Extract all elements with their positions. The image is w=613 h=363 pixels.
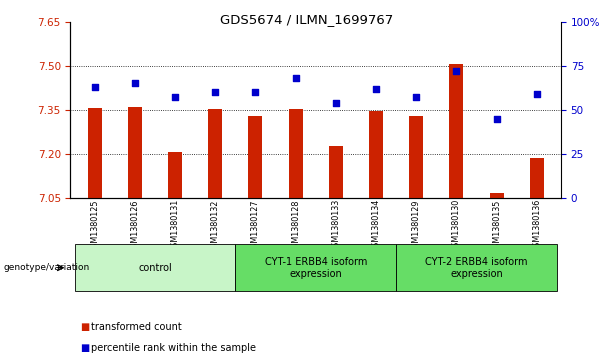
Point	[492, 116, 501, 122]
Bar	[75, 244, 235, 291]
Text: GSM1380129: GSM1380129	[412, 199, 421, 253]
Text: genotype/variation: genotype/variation	[3, 263, 89, 272]
Text: GSM1380127: GSM1380127	[251, 199, 260, 253]
Text: GSM1380125: GSM1380125	[90, 199, 99, 253]
Text: GDS5674 / ILMN_1699767: GDS5674 / ILMN_1699767	[220, 13, 393, 26]
Point	[331, 100, 341, 106]
Bar	[369, 111, 383, 198]
Bar	[235, 244, 396, 291]
Text: control: control	[138, 263, 172, 273]
Point	[130, 81, 140, 86]
Point	[532, 91, 542, 97]
Point	[452, 68, 462, 74]
Text: GSM1380128: GSM1380128	[291, 199, 300, 253]
Bar	[248, 116, 262, 198]
Text: ■: ■	[80, 343, 89, 354]
Bar	[530, 158, 544, 198]
Bar	[128, 107, 142, 198]
Text: GSM1380135: GSM1380135	[492, 199, 501, 253]
Bar	[490, 193, 504, 198]
Text: percentile rank within the sample: percentile rank within the sample	[91, 343, 256, 354]
Point	[210, 89, 220, 95]
Text: GSM1380132: GSM1380132	[211, 199, 219, 253]
Point	[89, 84, 99, 90]
Text: GSM1380130: GSM1380130	[452, 199, 461, 252]
Text: CYT-2 ERBB4 isoform
expression: CYT-2 ERBB4 isoform expression	[425, 257, 528, 278]
Text: GSM1380126: GSM1380126	[131, 199, 139, 253]
Bar	[289, 109, 303, 198]
Point	[371, 86, 381, 91]
Text: ■: ■	[80, 322, 89, 332]
Bar	[329, 147, 343, 198]
Bar	[88, 108, 102, 198]
Text: GSM1380134: GSM1380134	[371, 199, 381, 252]
Text: GSM1380136: GSM1380136	[532, 199, 541, 252]
Point	[251, 89, 261, 95]
Bar	[409, 116, 423, 198]
Text: CYT-1 ERBB4 isoform
expression: CYT-1 ERBB4 isoform expression	[264, 257, 367, 278]
Point	[170, 95, 180, 101]
Text: GSM1380131: GSM1380131	[170, 199, 180, 252]
Bar	[168, 152, 182, 198]
Text: transformed count: transformed count	[91, 322, 181, 332]
Text: GSM1380133: GSM1380133	[331, 199, 340, 252]
Bar	[208, 109, 223, 198]
Bar	[396, 244, 557, 291]
Point	[411, 95, 421, 101]
Point	[291, 75, 300, 81]
Bar	[449, 64, 463, 198]
